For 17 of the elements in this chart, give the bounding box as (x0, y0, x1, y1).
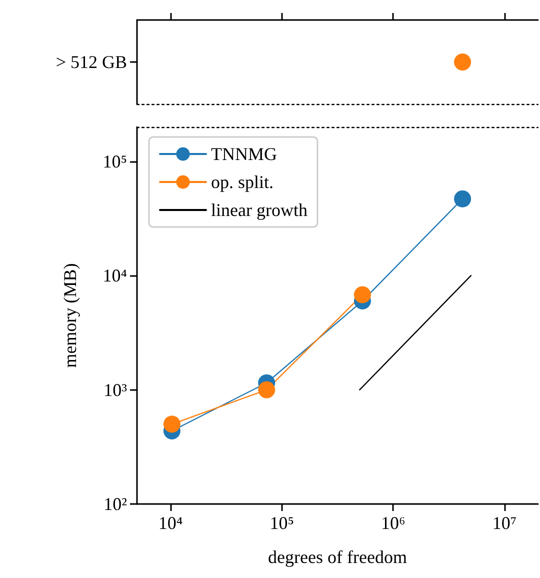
y-tick-label: 10³ (104, 380, 128, 400)
legend-label: TNNMG (211, 144, 277, 164)
legend-label: linear growth (211, 200, 308, 220)
point (258, 381, 276, 398)
point (354, 286, 371, 304)
x-tick-label: 10⁷ (492, 513, 517, 533)
y-tick-label: > 512 GB (56, 52, 127, 72)
x-tick-label: 10⁶ (381, 513, 406, 533)
x-axis-title: degrees of freedom (268, 547, 407, 567)
y-axis-title: memory (MB) (60, 263, 80, 368)
y-tick-label: 10⁵ (102, 151, 127, 172)
x-tick-label: 10⁴ (158, 513, 183, 533)
x-tick-label: 10⁵ (270, 513, 294, 533)
y-tick-label: 10⁴ (102, 266, 127, 286)
point (163, 416, 180, 433)
y-tick-label: 10² (104, 494, 127, 514)
legend-label: op. split. (211, 172, 274, 192)
